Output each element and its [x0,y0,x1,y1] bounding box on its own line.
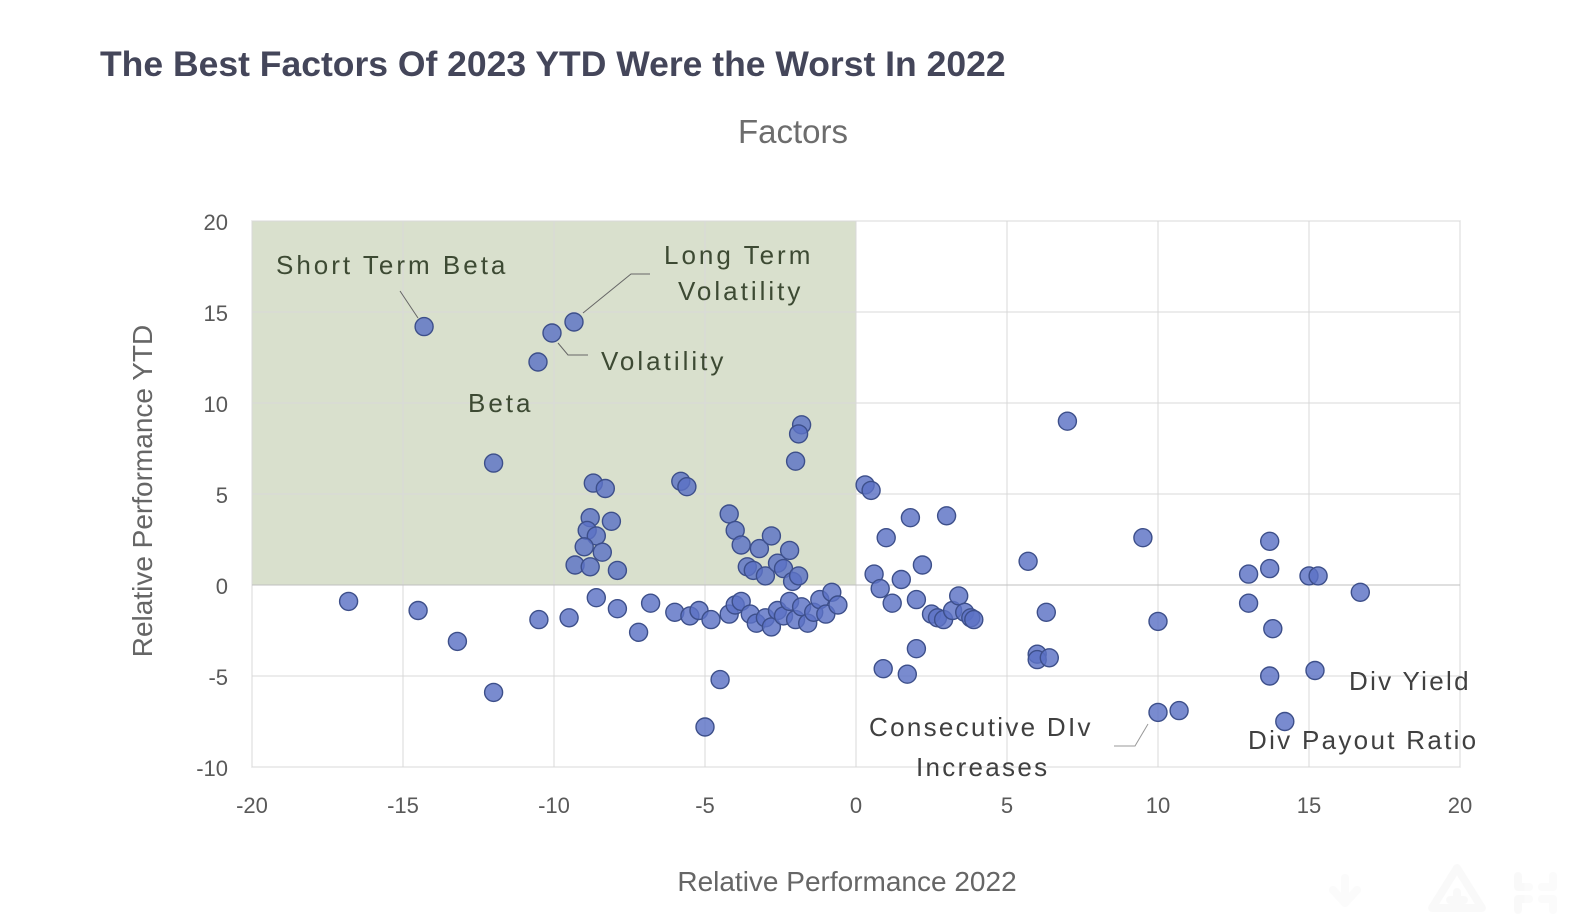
svg-text:5: 5 [1001,793,1013,818]
svg-text:Div Yield: Div Yield [1349,666,1471,696]
svg-text:-20: -20 [236,793,268,818]
svg-text:Long Term: Long Term [664,240,813,270]
svg-text:10: 10 [1146,793,1170,818]
svg-text:Volatility: Volatility [678,276,803,306]
svg-text:15: 15 [1297,793,1321,818]
svg-text:0: 0 [216,574,228,599]
svg-text:Beta: Beta [468,388,534,418]
svg-text:-10: -10 [196,756,228,781]
svg-text:-15: -15 [387,793,419,818]
svg-text:Div Payout Ratio: Div Payout Ratio [1248,725,1478,755]
svg-text:Short Term Beta: Short Term Beta [276,250,508,280]
svg-text:Relative Performance 2022: Relative Performance 2022 [677,866,1016,897]
svg-text:Volatility: Volatility [601,346,726,376]
svg-text:-5: -5 [208,665,228,690]
svg-text:20: 20 [204,210,228,235]
svg-text:20: 20 [1448,793,1472,818]
svg-text:10: 10 [204,392,228,417]
svg-text:15: 15 [204,301,228,326]
svg-text:Consecutive DIv: Consecutive DIv [869,712,1093,742]
svg-text:Increases: Increases [916,752,1049,782]
svg-text:5: 5 [216,483,228,508]
svg-text:Relative Performance YTD: Relative Performance YTD [127,325,158,658]
svg-text:-5: -5 [695,793,715,818]
svg-text:0: 0 [850,793,862,818]
svg-text:-10: -10 [538,793,570,818]
